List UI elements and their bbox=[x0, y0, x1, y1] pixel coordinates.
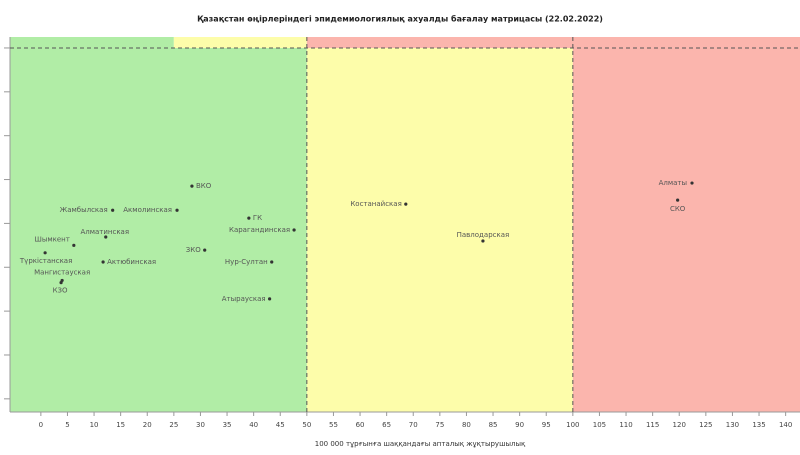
point bbox=[203, 248, 207, 252]
point bbox=[190, 184, 194, 188]
x-tick-label: 120 bbox=[673, 421, 686, 429]
point bbox=[43, 251, 47, 255]
point-label: ГК bbox=[253, 214, 262, 222]
x-tick-label: 30 bbox=[196, 421, 205, 429]
x-tick-label: 105 bbox=[593, 421, 606, 429]
x-tick-label: 40 bbox=[249, 421, 258, 429]
point bbox=[270, 260, 274, 264]
point-label: Нур-Султан bbox=[225, 258, 268, 266]
point-label: Алматы bbox=[659, 179, 687, 187]
zone bbox=[10, 37, 174, 48]
point-label: СКО bbox=[670, 205, 686, 213]
zone bbox=[173, 37, 307, 48]
x-tick-label: 55 bbox=[329, 421, 338, 429]
point-label: Шымкент bbox=[34, 235, 69, 243]
point bbox=[676, 198, 680, 202]
point-label: Карагандинская bbox=[229, 226, 290, 234]
point-label: ЗКО bbox=[186, 246, 201, 254]
x-tick-label: 110 bbox=[619, 421, 632, 429]
x-tick-label: 135 bbox=[752, 421, 765, 429]
point bbox=[268, 297, 272, 301]
point-label: Актюбинская bbox=[107, 258, 156, 266]
x-tick-label: 85 bbox=[489, 421, 498, 429]
x-tick-label: 10 bbox=[90, 421, 99, 429]
x-tick-label: 15 bbox=[116, 421, 125, 429]
point-label: Акмолинская bbox=[123, 206, 172, 214]
point-label: КЗО bbox=[53, 287, 68, 295]
x-tick-label: 90 bbox=[515, 421, 524, 429]
point-label: Жамбылская bbox=[60, 206, 108, 214]
x-tick-label: 125 bbox=[699, 421, 712, 429]
point-label: Алматинская bbox=[80, 228, 129, 236]
x-tick-label: 130 bbox=[726, 421, 739, 429]
point-label: Түркістанская bbox=[19, 257, 72, 265]
point bbox=[690, 181, 694, 185]
x-tick-label: 0 bbox=[39, 421, 43, 429]
x-tick-label: 70 bbox=[409, 421, 418, 429]
point bbox=[72, 243, 76, 247]
x-tick-label: 95 bbox=[542, 421, 551, 429]
point bbox=[59, 281, 63, 285]
zone bbox=[10, 47, 307, 413]
x-tick-label: 45 bbox=[276, 421, 285, 429]
point-label: Мангистауская bbox=[34, 268, 90, 276]
point bbox=[292, 228, 296, 232]
point bbox=[104, 235, 108, 239]
point-label: Атырауская bbox=[222, 295, 266, 303]
point bbox=[111, 208, 115, 212]
x-tick-label: 140 bbox=[779, 421, 792, 429]
x-tick-label: 60 bbox=[356, 421, 365, 429]
point-label: Павлодарская bbox=[457, 231, 510, 239]
x-tick-label: 75 bbox=[435, 421, 444, 429]
x-tick-label: 20 bbox=[143, 421, 152, 429]
point-label: Костанайская bbox=[350, 200, 401, 208]
x-tick-label: 25 bbox=[169, 421, 178, 429]
x-tick-label: 35 bbox=[223, 421, 232, 429]
point bbox=[247, 216, 251, 220]
x-tick-label: 5 bbox=[65, 421, 69, 429]
x-tick-label: 50 bbox=[302, 421, 311, 429]
x-tick-label: 100 bbox=[566, 421, 579, 429]
x-tick-label: 80 bbox=[462, 421, 471, 429]
point bbox=[175, 208, 179, 212]
zone bbox=[572, 47, 800, 413]
point bbox=[404, 202, 408, 206]
chart-title: Қазақстан өңірлеріндегі эпидемиологиялық… bbox=[197, 14, 603, 24]
x-axis-label: 100 000 тұрғынға шаққандағы апталық жұқт… bbox=[315, 440, 526, 448]
point bbox=[101, 260, 105, 264]
point-label: ВКО bbox=[196, 182, 212, 190]
zone bbox=[306, 47, 573, 413]
zone bbox=[306, 37, 800, 48]
x-tick-label: 115 bbox=[646, 421, 659, 429]
x-tick-label: 65 bbox=[382, 421, 391, 429]
point bbox=[481, 239, 485, 243]
